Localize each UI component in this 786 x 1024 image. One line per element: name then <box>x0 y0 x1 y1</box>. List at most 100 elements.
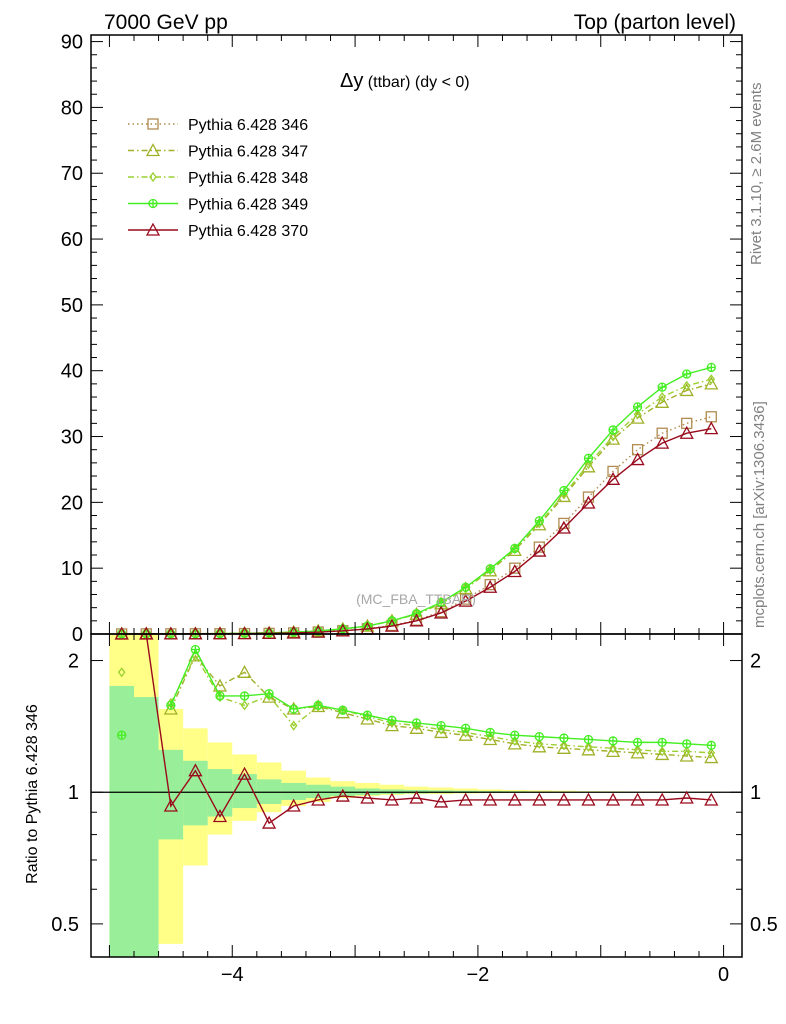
ratio-point <box>360 790 375 804</box>
data-point <box>384 618 400 632</box>
ratio-point <box>362 710 373 720</box>
y-tick-label: 70 <box>61 163 83 185</box>
ratio-point <box>682 746 691 757</box>
ratio-point <box>707 747 716 758</box>
ratio-point <box>237 664 252 678</box>
series-line <box>121 416 712 635</box>
ratio-point <box>384 792 400 806</box>
ratio-point <box>510 735 519 747</box>
ratio-point <box>335 788 350 802</box>
data-point <box>655 394 670 408</box>
ratio-point <box>486 731 495 742</box>
ratio-point <box>311 792 326 806</box>
ratio-point <box>409 720 424 734</box>
ratio-point <box>239 691 250 701</box>
data-point <box>433 605 449 619</box>
legend-entry: Pythia 6.428 346 <box>128 117 308 134</box>
analysis-watermark: (MC_FBA_TTBAR) <box>356 591 476 607</box>
ratio-point <box>560 740 568 751</box>
data-point <box>584 459 593 470</box>
ratio-y-tick-label-right: 2 <box>750 651 761 673</box>
ratio-line <box>170 647 712 747</box>
legend-marker <box>148 198 158 209</box>
ratio-point <box>632 737 643 748</box>
ratio-point <box>313 700 323 710</box>
data-point <box>630 452 645 466</box>
data-point <box>581 459 596 473</box>
mcplots-source-label: mcplots.cern.ch [arXiv:1306.3436] <box>751 401 768 628</box>
ratio-point <box>609 743 617 754</box>
data-point <box>559 485 569 496</box>
ratio-point <box>605 792 621 806</box>
ratio-point <box>532 792 547 806</box>
ratio-point <box>704 792 719 806</box>
data-point <box>605 471 621 485</box>
ratio-point <box>460 723 471 733</box>
ratio-y-axis-label: Ratio to Pythia 6.428 346 <box>24 704 41 884</box>
ratio-point <box>584 741 593 752</box>
ratio-point <box>532 739 547 753</box>
ratio-point <box>485 727 495 738</box>
data-point <box>458 593 473 607</box>
ratio-point <box>581 792 596 806</box>
ratio-point <box>237 766 252 780</box>
data-point <box>507 564 522 578</box>
ratio-y-tick-label: 1 <box>68 782 79 804</box>
y-tick-label: 60 <box>61 229 83 251</box>
ratio-point <box>409 790 424 804</box>
ratio-point <box>163 798 178 812</box>
data-point <box>704 421 719 435</box>
data-point <box>583 453 594 463</box>
ratio-point <box>630 745 645 759</box>
data-point <box>679 383 694 397</box>
x-tick-label: 0 <box>718 964 729 986</box>
ratio-point <box>559 733 569 743</box>
data-point <box>607 465 619 478</box>
ratio-point <box>139 634 154 640</box>
ratio-point <box>387 715 397 725</box>
axis-ticks: 0 10 20 30 40 50 60 70 80 90 −4 −2 0 0.5 0.5 1 1 2 2 <box>51 32 778 986</box>
ratio-point <box>581 742 596 756</box>
ratio-point <box>458 792 473 806</box>
data-point <box>657 382 667 392</box>
title-rest-part: (ttbar) (dy < 0) <box>363 74 469 91</box>
ratio-point <box>437 724 445 735</box>
ratio-series-group <box>117 634 719 829</box>
y-tick-label: 10 <box>61 558 83 580</box>
x-tick-label: −2 <box>467 964 490 986</box>
ratio-point <box>286 798 301 812</box>
ratio-point <box>507 736 522 750</box>
ratio-y-tick-label-right: 0.5 <box>750 914 778 936</box>
ratio-point <box>117 667 126 678</box>
ratio-series-pythia-6-428-370 <box>139 634 719 829</box>
ratio-point <box>608 736 618 746</box>
ratio-point <box>657 737 667 748</box>
ratio-point <box>679 790 694 804</box>
main-plot-title: Δy (ttbar) (dy < 0) <box>340 70 470 92</box>
ratio-point <box>706 740 716 750</box>
x-tick-label: −4 <box>221 964 244 986</box>
legend-entry: Pythia 6.428 349 <box>128 197 308 214</box>
ratio-point <box>556 792 571 806</box>
ratio-point <box>483 792 498 806</box>
ratio-point <box>338 705 348 715</box>
ratio-point <box>388 717 396 729</box>
ratio-point <box>605 743 621 758</box>
legend-label: Pythia 6.428 347 <box>188 144 308 161</box>
data-point <box>212 626 228 640</box>
data-point <box>286 625 301 639</box>
data-point <box>311 624 326 638</box>
header-right-label: Top (parton level) <box>574 11 736 34</box>
data-point <box>633 409 642 420</box>
ratio-point <box>682 739 692 749</box>
data-point <box>609 431 617 442</box>
ratio-y-tick-label: 0.5 <box>51 914 79 936</box>
data-point <box>532 543 547 557</box>
ratio-point <box>289 704 299 714</box>
data-point <box>658 391 666 403</box>
legend-marker <box>147 118 159 130</box>
ratio-uncertainty-bands <box>109 634 724 957</box>
ratio-point <box>215 691 225 701</box>
legend-label: Pythia 6.428 346 <box>188 117 308 134</box>
axes-frames <box>90 34 743 958</box>
